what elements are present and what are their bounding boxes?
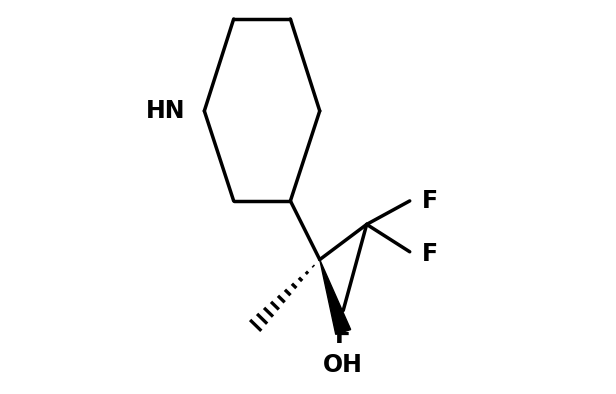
Text: OH: OH	[323, 353, 363, 377]
Polygon shape	[320, 260, 351, 335]
Text: F: F	[421, 189, 437, 213]
Text: F: F	[421, 242, 437, 266]
Text: HN: HN	[145, 99, 185, 123]
Text: F: F	[335, 324, 351, 348]
